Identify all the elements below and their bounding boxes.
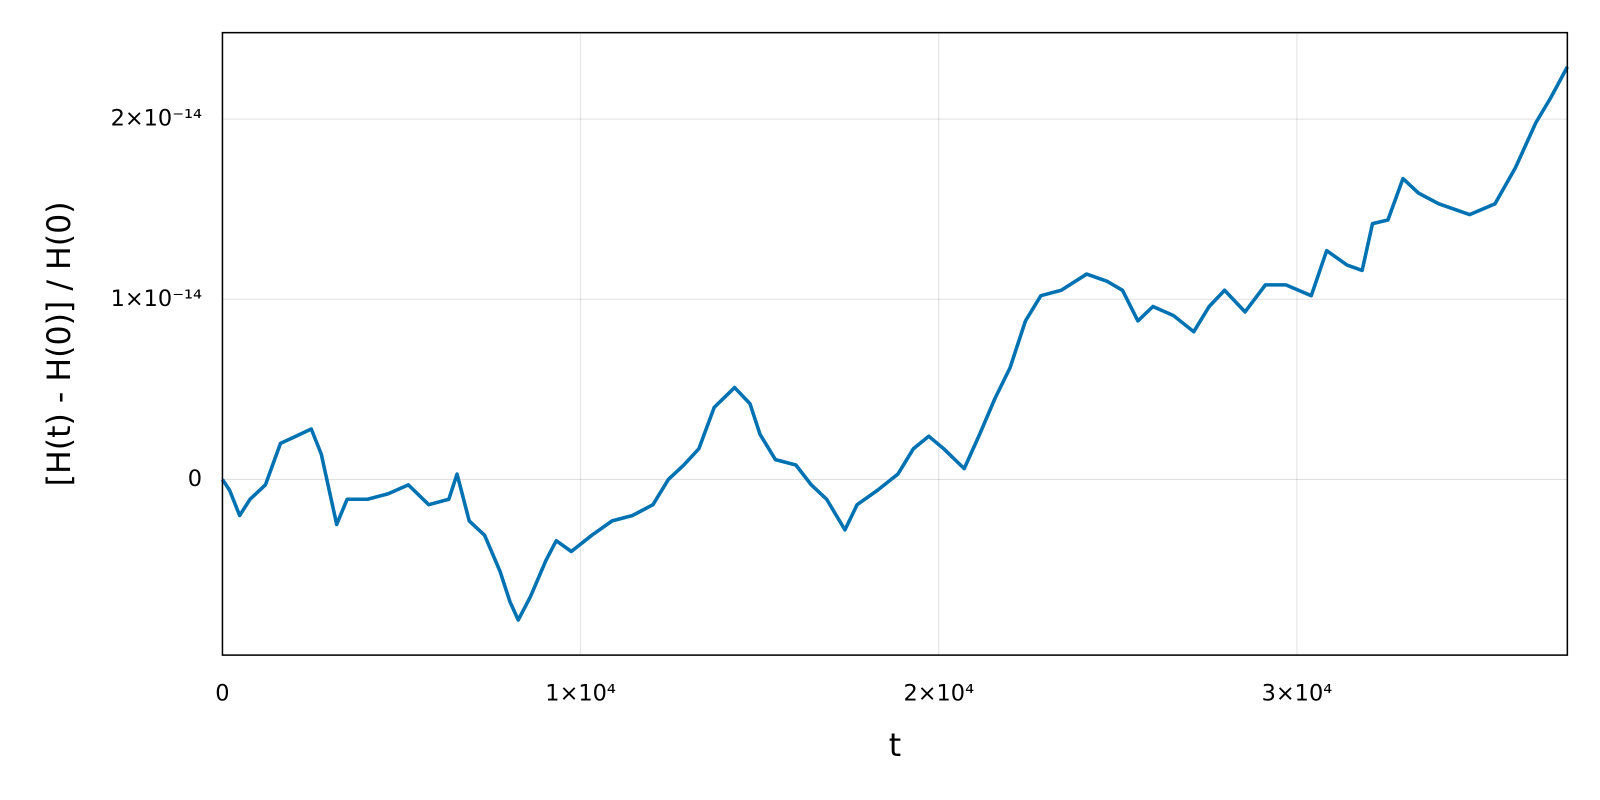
y-tick-label: 2×10⁻¹⁴ <box>111 106 202 132</box>
x-tick-label: 1×10⁴ <box>545 680 616 706</box>
y-tick-label: 1×10⁻¹⁴ <box>111 286 202 312</box>
plot-frame <box>221 31 1569 656</box>
x-tick-label: 3×10⁴ <box>1262 680 1333 706</box>
y-axis-label: [H(t) - H(0)] / H(0) <box>42 201 78 486</box>
x-axis-label: t <box>889 728 901 764</box>
y-tick-label: 0 <box>188 466 202 492</box>
data-line <box>220 66 1569 622</box>
x-tick-label: 2×10⁴ <box>903 680 974 706</box>
x-tick-label: 0 <box>215 680 229 706</box>
